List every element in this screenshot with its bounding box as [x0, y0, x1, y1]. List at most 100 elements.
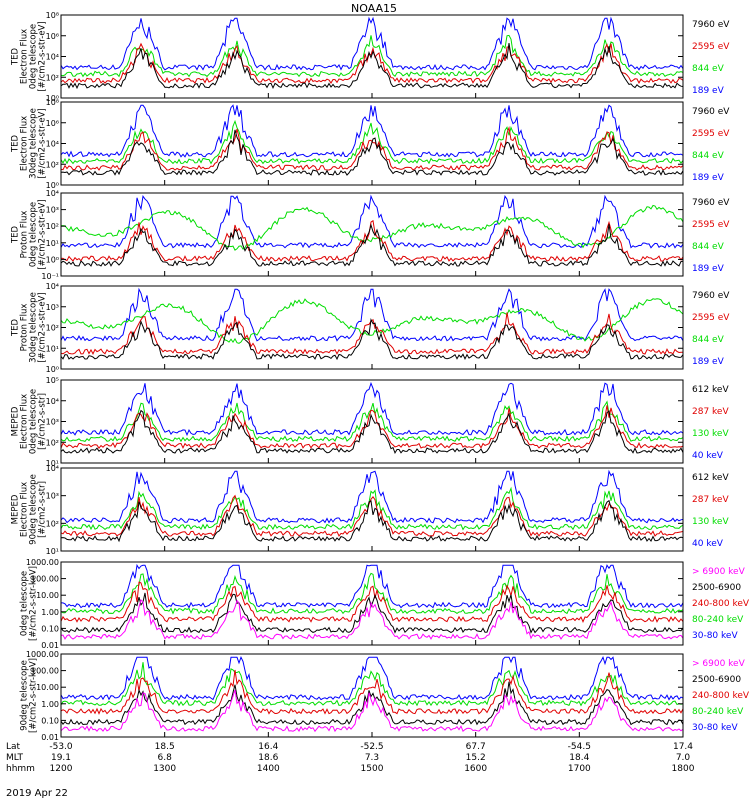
y-label-line: 30deg telescope: [29, 292, 39, 363]
y-label-line: TED: [11, 225, 21, 244]
y-tick-label: 1.00: [41, 608, 59, 617]
series-trace-5: [61, 563, 683, 609]
y-label-line: Electron Flux: [20, 482, 30, 537]
x-tick-label: 1800: [672, 764, 695, 774]
series-trace-1: [61, 223, 683, 267]
legend-entry: 189 eV: [692, 86, 725, 96]
y-axis-label: 0deg telescope [#/cm2-s-str-keV]: [20, 566, 39, 641]
y-label-line: Electron Flux: [20, 116, 30, 171]
panel-3-traces: [61, 194, 683, 267]
legend-entry: 612 keV: [692, 385, 729, 395]
x-tick-label: 7.0: [676, 753, 691, 763]
series-trace-1: [61, 129, 683, 176]
x-tick-label: 1600: [464, 764, 487, 774]
series-trace-4: [61, 572, 683, 615]
series-trace-1: [61, 318, 683, 361]
y-axis-label: TED Electron Flux 0deg telescope [#/cm2-s-s…: [11, 21, 48, 91]
y-label-line: Proton Flux: [20, 304, 30, 352]
legend-entry: 844 eV: [692, 151, 725, 161]
date-label: 2019 Apr 22: [6, 788, 68, 799]
y-tick-label: 10⁴: [46, 53, 59, 62]
x-tick-label: 16.4: [258, 742, 278, 752]
y-tick-label: 100.00: [31, 575, 59, 584]
legend-entry: 30-80 keV: [692, 723, 738, 733]
y-label-line: 90deg telescope: [29, 474, 39, 545]
y-tick-label: 1000.00: [26, 650, 59, 659]
series-trace-2: [61, 219, 683, 262]
y-label-line: TED: [11, 318, 21, 337]
x-row-label: hhmm: [6, 764, 35, 774]
x-tick-label: 19.1: [51, 753, 71, 763]
x-tick-label: 17.4: [673, 742, 693, 752]
y-label-line: 30deg telescope: [29, 108, 39, 179]
y-tick-label: 10⁸: [46, 98, 59, 107]
x-tick-label: 6.8: [158, 753, 173, 763]
legend-entry: 80-240 keV: [692, 707, 744, 717]
legend-entry: 287 keV: [692, 495, 729, 505]
y-axis-label: TED Electron Flux 30deg telescope [#/cm2-s-…: [11, 108, 48, 179]
legend-entry: 287 keV: [692, 407, 729, 417]
series-trace-4: [61, 662, 683, 707]
legend-entry: 80-240 keV: [692, 615, 744, 625]
panel-6-traces: [61, 469, 683, 543]
y-label-line: [#/cm2-s-str-eV]: [38, 108, 48, 178]
y-tick-label: 10⁴: [46, 140, 59, 149]
x-tick-label: -52.5: [360, 742, 383, 752]
y-tick-label: 10³: [46, 492, 59, 501]
y-tick-label: 10¹: [46, 547, 59, 556]
y-axis-label: MEPED Electron Flux 0deg telescope [#/cm2-s…: [11, 389, 48, 454]
y-tick-label: 10²: [46, 73, 59, 82]
legend-entry: 30-80 keV: [692, 631, 738, 641]
y-label-line: Proton Flux: [20, 211, 30, 259]
legend-entry: 7960 eV: [692, 20, 730, 30]
y-tick-label: 10¹: [46, 239, 59, 248]
y-tick-label: 10⁴: [46, 189, 59, 198]
panel-frame: [60, 379, 684, 464]
y-tick-label: 10²: [46, 324, 59, 333]
y-tick-label: 0.10: [41, 624, 59, 633]
panel-frame: [60, 285, 684, 370]
y-axis-label: TED Proton Flux 30deg telescope [#/cm2-s-st…: [11, 292, 48, 363]
legend-entry: 189 eV: [692, 357, 725, 367]
panel-8-traces: [61, 656, 683, 733]
series-trace-3: [61, 204, 683, 251]
x-tick-label: -53.0: [49, 742, 73, 752]
series-trace-4: [61, 194, 683, 249]
y-tick-label: 1.00: [41, 700, 59, 709]
y-label-line: 90deg telescope: [20, 660, 30, 731]
y-tick-label: 10⁶: [46, 32, 59, 41]
legend-entry: 612 keV: [692, 473, 729, 483]
x-tick-label: 1700: [568, 764, 591, 774]
panel-frame: [60, 14, 684, 99]
panel-frame: [60, 192, 684, 277]
x-tick-label: 7.3: [365, 753, 379, 763]
legend-entry: 844 eV: [692, 242, 725, 252]
y-tick-label: 10⁶: [46, 119, 59, 128]
panel-4-traces: [61, 287, 683, 361]
panel-1-traces: [61, 16, 683, 90]
y-tick-label: 0.01: [41, 733, 59, 742]
plot-title: NOAA15: [351, 2, 397, 15]
legend-entry: 7960 eV: [692, 291, 730, 301]
legend-entry: 40 keV: [692, 451, 724, 461]
y-tick-label: 10⁰: [46, 181, 59, 190]
y-label-line: [#/cm2-s-str-eV]: [38, 199, 48, 269]
legend-entry: 844 eV: [692, 64, 725, 74]
legend-entry: 2500-6900: [692, 675, 741, 685]
series-trace-3: [61, 400, 683, 443]
y-label-line: [#/cm2-s-str-keV]: [29, 658, 39, 733]
y-tick-label: 1000.00: [26, 558, 59, 567]
legend-entry: 240-800 keV: [692, 599, 750, 609]
series-trace-1: [61, 499, 683, 543]
x-tick-label: 1200: [50, 764, 73, 774]
y-tick-label: 10²: [46, 222, 59, 231]
y-label-line: [#/cm2-s-str]: [38, 393, 48, 450]
series-trace-4: [61, 104, 683, 158]
y-label-line: TED: [11, 134, 21, 153]
y-label-line: Electron Flux: [20, 29, 30, 84]
legend-entry: > 6900 keV: [692, 659, 746, 669]
